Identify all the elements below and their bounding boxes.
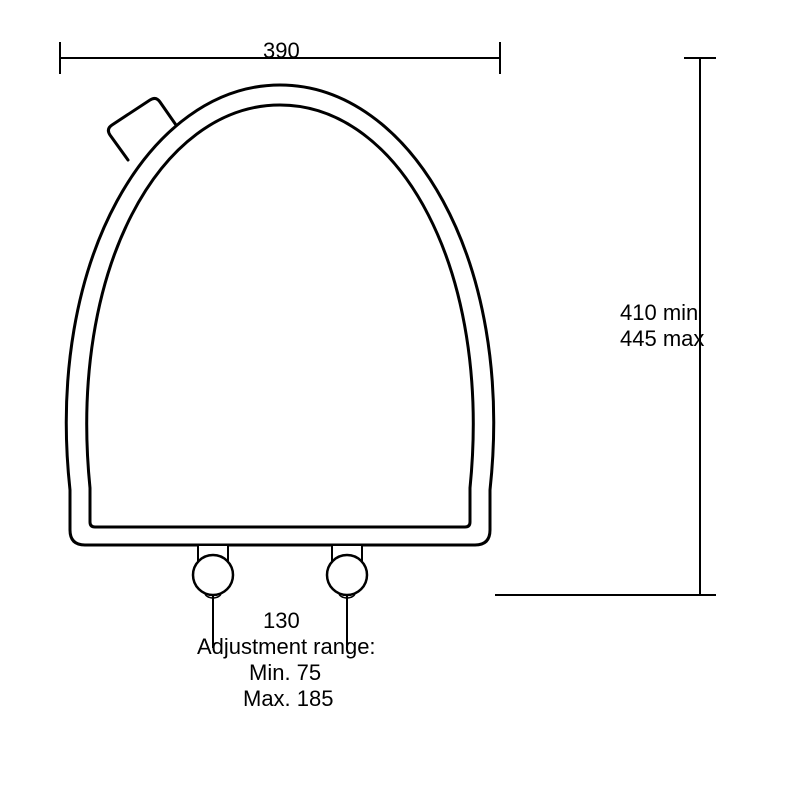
- dim-hinge-value: 130: [263, 608, 300, 634]
- seat-inner-outline: [87, 105, 474, 527]
- technical-drawing: [0, 0, 800, 800]
- dim-height-max: 445 max: [620, 326, 704, 352]
- adjustment-range-label: Adjustment range:: [197, 634, 376, 660]
- hinge-left: [193, 545, 233, 598]
- seat-outer-outline: [66, 85, 493, 545]
- lift-tab: [108, 98, 176, 160]
- adjustment-min: Min. 75: [249, 660, 321, 686]
- dim-height-min: 410 min: [620, 300, 698, 326]
- dim-width-value: 390: [263, 38, 300, 64]
- hinge-right: [327, 545, 367, 598]
- adjustment-max: Max. 185: [243, 686, 334, 712]
